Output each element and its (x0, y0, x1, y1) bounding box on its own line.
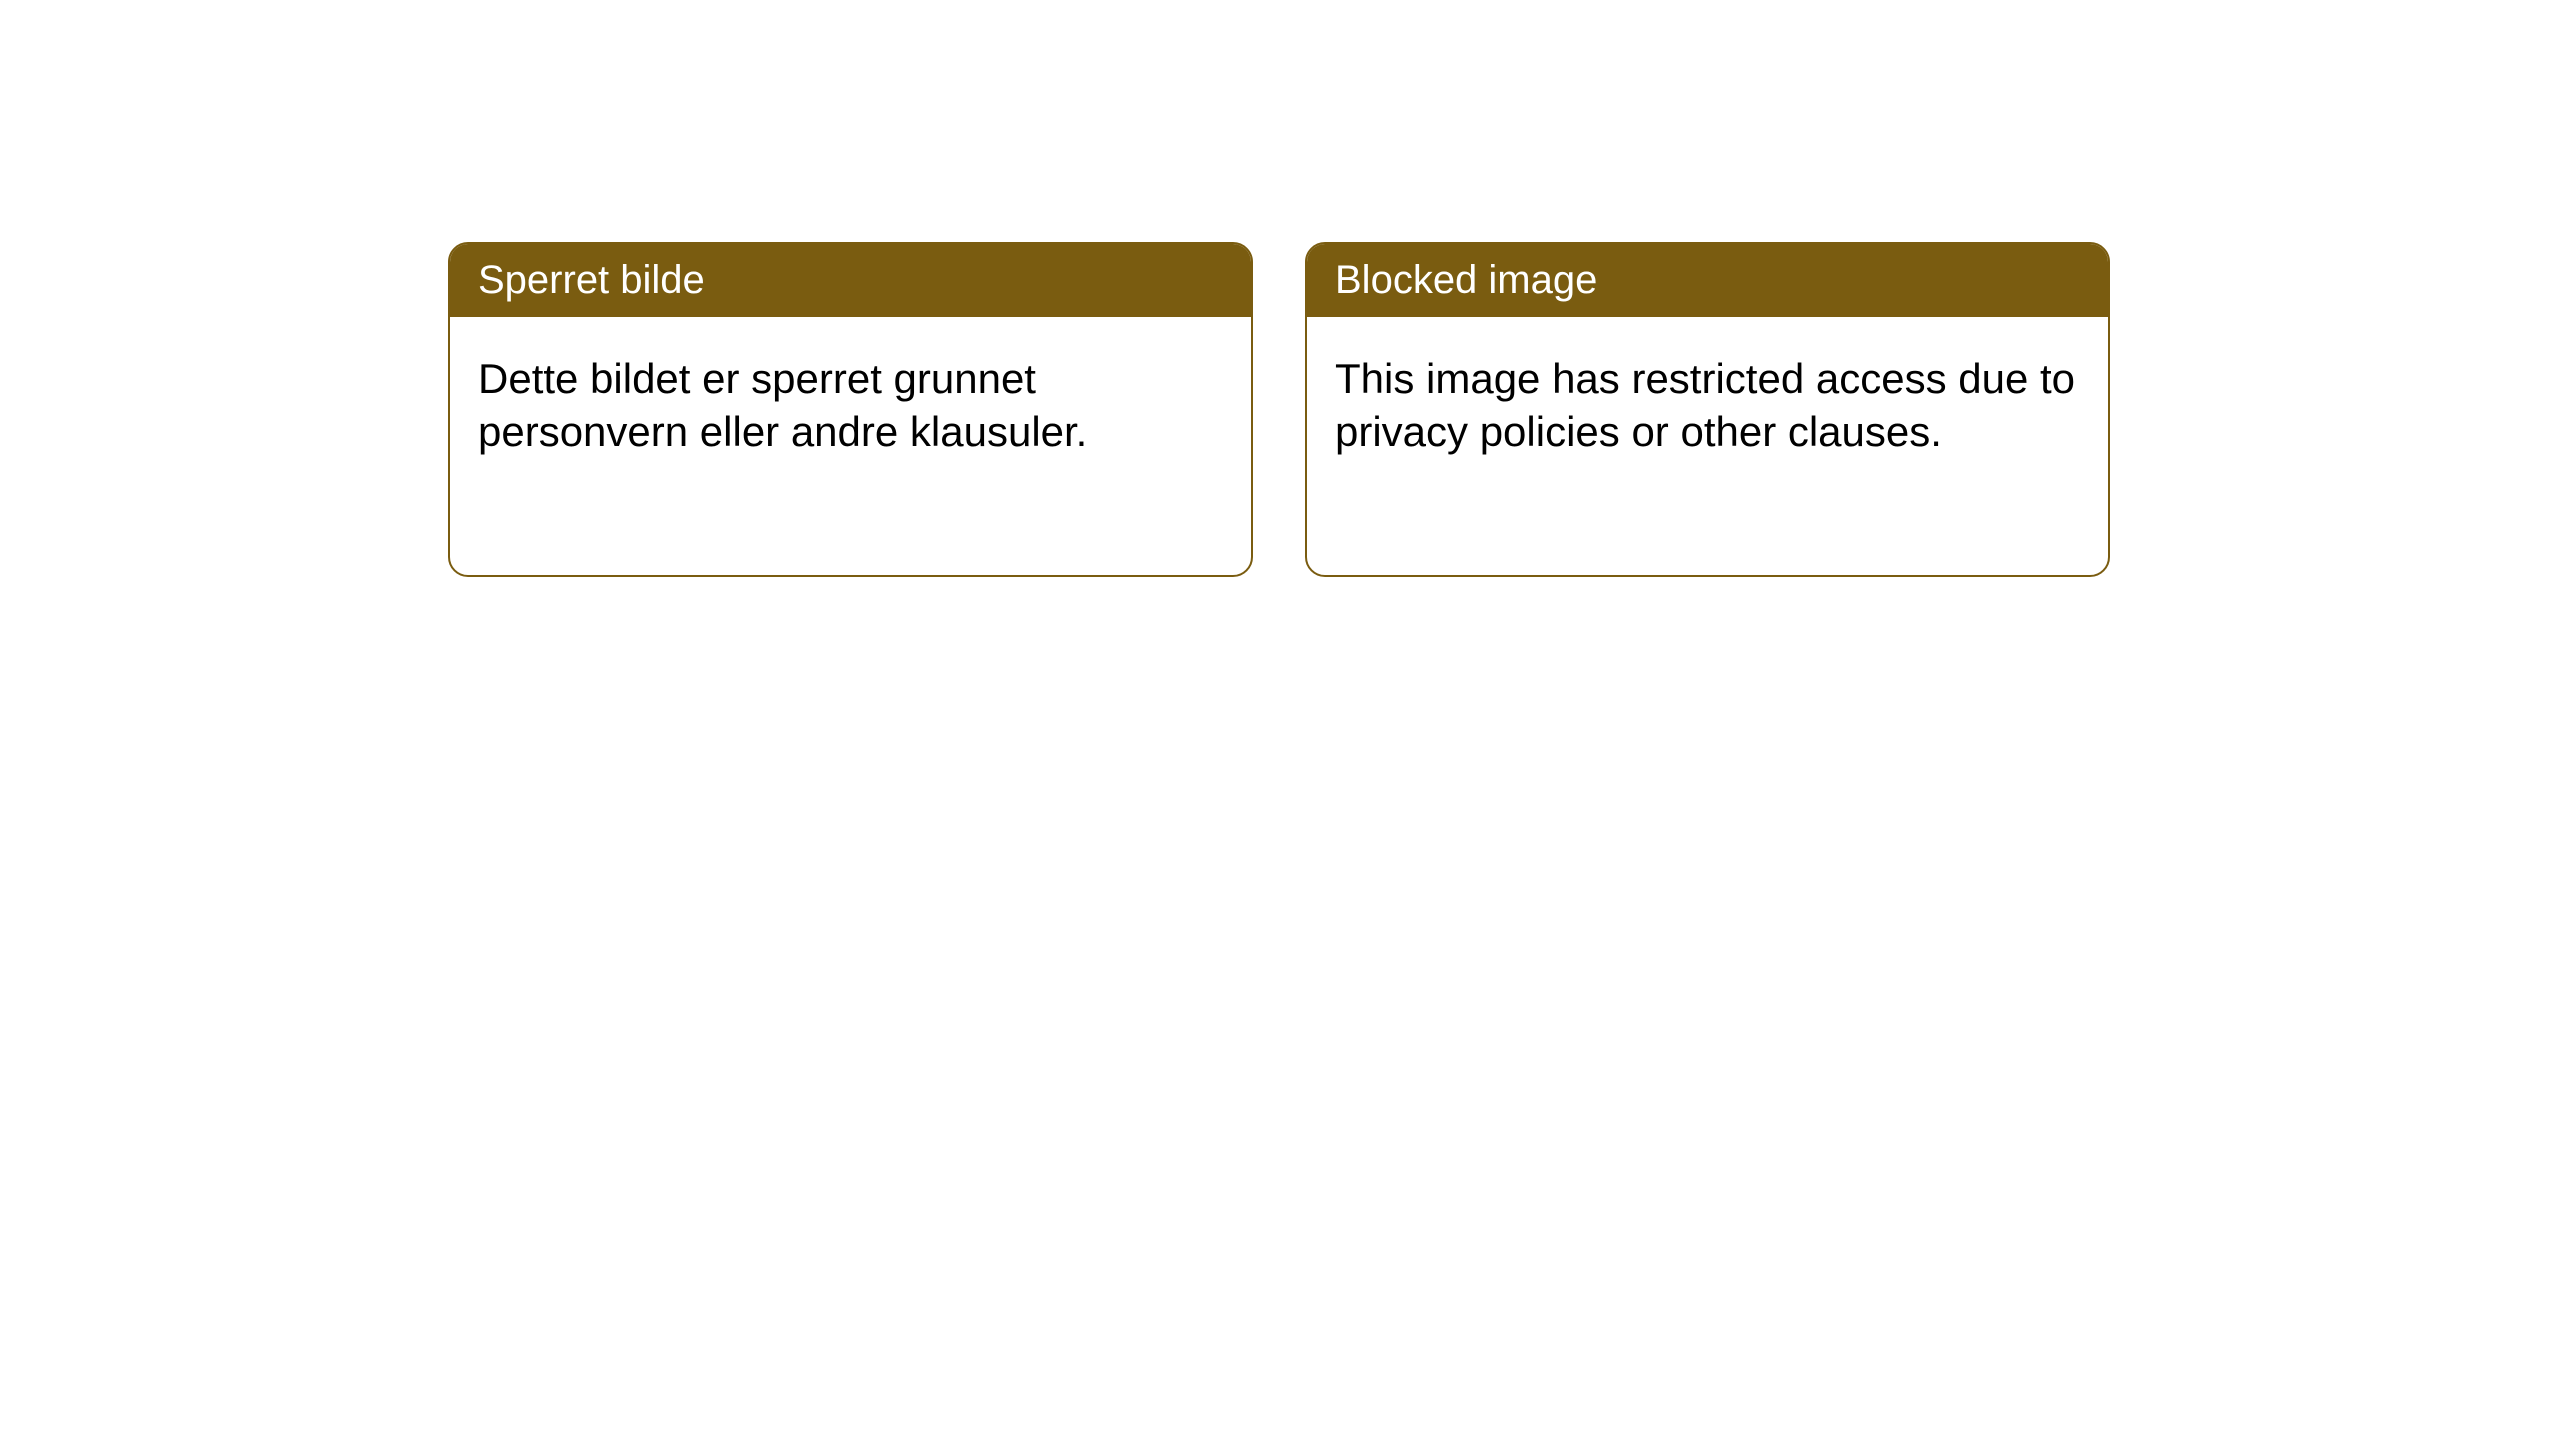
notice-card-norwegian: Sperret bilde Dette bildet er sperret gr… (448, 242, 1253, 577)
notice-card-english: Blocked image This image has restricted … (1305, 242, 2110, 577)
notice-card-body: This image has restricted access due to … (1307, 317, 2108, 494)
notice-card-header: Sperret bilde (450, 244, 1251, 317)
notice-container: Sperret bilde Dette bildet er sperret gr… (448, 242, 2110, 577)
notice-card-header: Blocked image (1307, 244, 2108, 317)
notice-card-body: Dette bildet er sperret grunnet personve… (450, 317, 1251, 494)
